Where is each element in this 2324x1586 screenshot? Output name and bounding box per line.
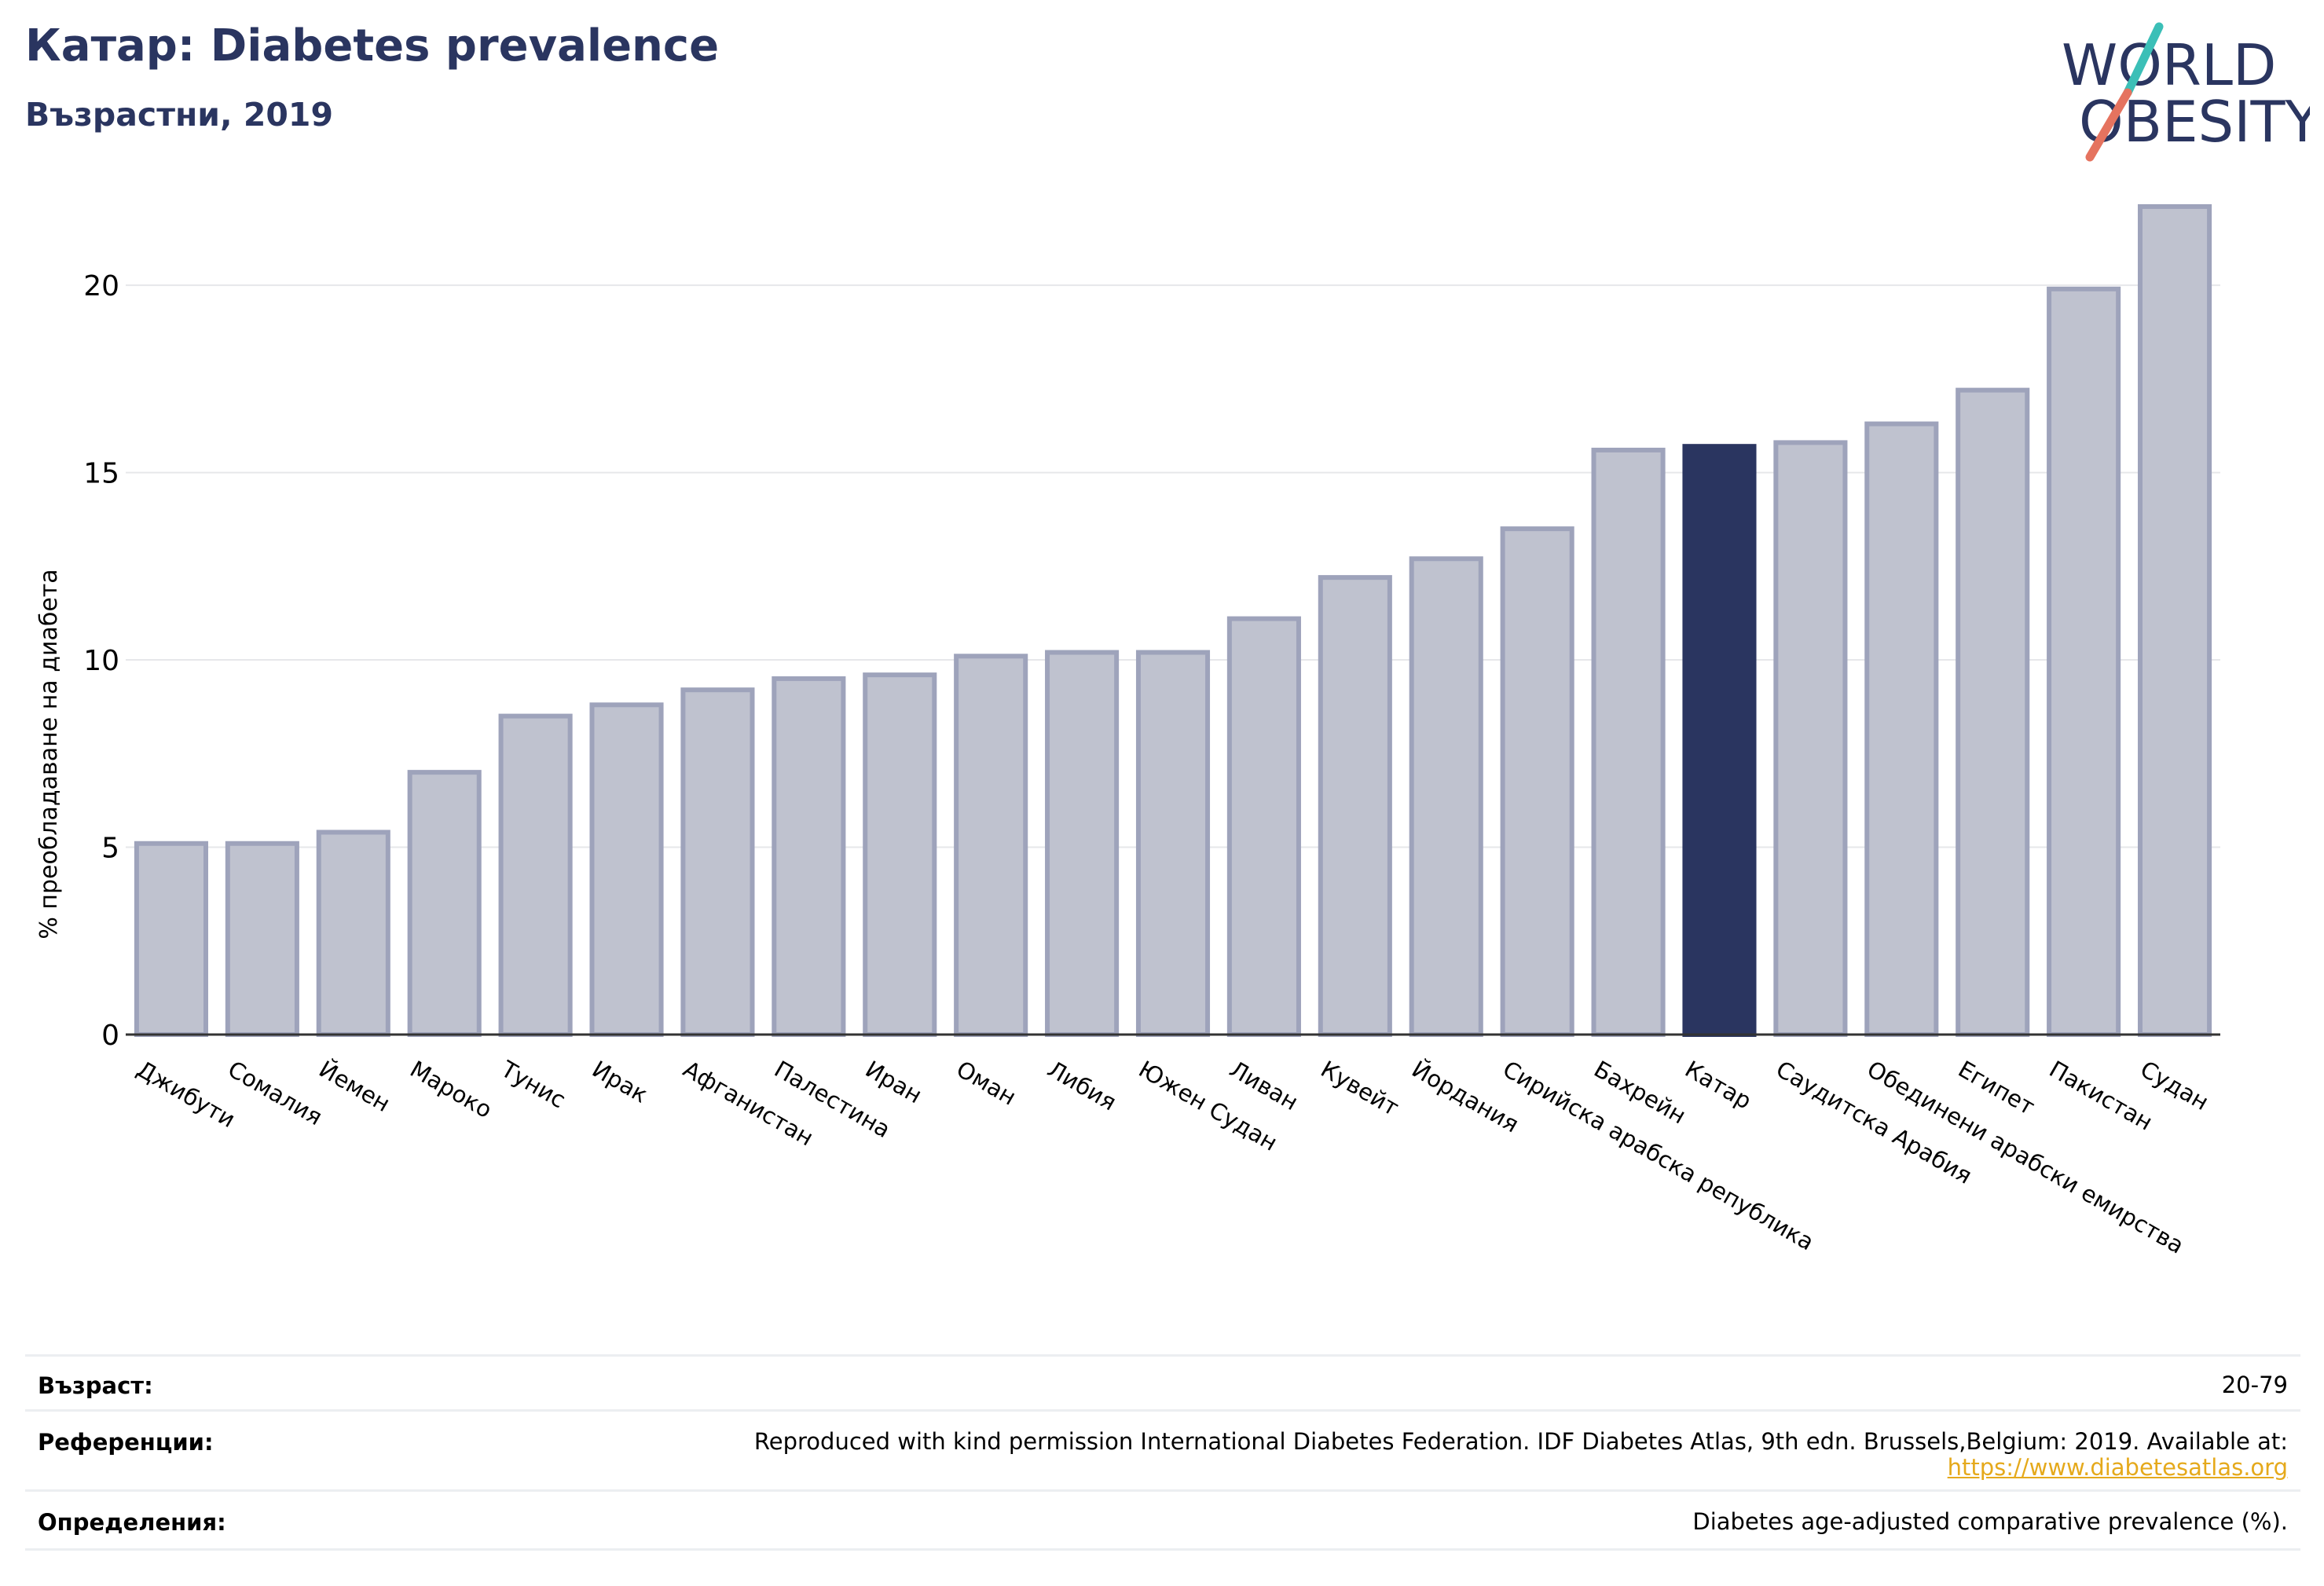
chart-subtitle: Възрастни, 2019 <box>25 96 333 134</box>
x-tick-label: Кувейт <box>1316 1056 1403 1122</box>
bar <box>1956 387 2030 1038</box>
bar <box>954 654 1028 1037</box>
y-tick-label: 20 <box>83 270 119 302</box>
x-tick-label: Ирак <box>588 1056 652 1108</box>
bar <box>589 702 664 1037</box>
bar <box>498 713 573 1038</box>
bars <box>134 203 2212 1038</box>
x-tick-label: Сирийска арабска република <box>1498 1056 1818 1256</box>
x-tick-label: Либия <box>1043 1056 1121 1116</box>
references-value: Reproduced with kind permission Internat… <box>754 1429 2288 1481</box>
bar <box>134 841 209 1038</box>
x-tick-label: Сомалия <box>223 1056 327 1131</box>
definitions-value: Diabetes age-adjusted comparative preval… <box>1692 1508 2288 1535</box>
bar <box>407 770 482 1037</box>
bar-highlight <box>1682 444 1757 1037</box>
logo-line-world: WORLD <box>2062 32 2276 98</box>
world-obesity-logo: WORLD OBESITY <box>2062 22 2310 162</box>
footer-row-references: Референции: Reproduced with kind permiss… <box>25 1409 2300 1492</box>
bar <box>1318 575 1392 1037</box>
definitions-label: Определения: <box>38 1509 226 1536</box>
bar <box>2137 203 2212 1037</box>
y-axis-label: % преобладаване на диабета <box>35 569 63 939</box>
bar <box>1500 526 1574 1037</box>
x-tick-label: Катар <box>1681 1056 1756 1115</box>
bar <box>1864 421 1939 1037</box>
y-tick-label: 0 <box>101 1020 119 1052</box>
footer-row-age: Възраст: 20-79 <box>25 1354 2300 1412</box>
logo-slash-teal-icon <box>2123 22 2164 97</box>
bar <box>863 672 937 1038</box>
x-tick-label: Тунис <box>496 1055 570 1113</box>
bar <box>316 830 390 1037</box>
bar <box>1591 447 1666 1037</box>
y-tick-labels: 0 5 10 15 20 <box>83 270 119 1052</box>
bar <box>1135 650 1211 1037</box>
x-tick-label: Джибути <box>132 1056 240 1134</box>
y-tick-label: 5 <box>101 833 119 865</box>
references-text: Reproduced with kind permission Internat… <box>753 1428 2288 1455</box>
bar <box>772 676 846 1037</box>
bar <box>1409 556 1483 1037</box>
bar <box>1045 650 1120 1037</box>
age-value: 20-79 <box>2221 1372 2288 1398</box>
footer-row-definitions: Определения: Diabetes age-adjusted compa… <box>25 1489 2300 1551</box>
bar <box>2047 286 2121 1038</box>
age-label: Възраст: <box>38 1372 153 1399</box>
x-tick-label: Мароко <box>405 1056 497 1124</box>
x-tick-label: Оман <box>952 1056 1021 1111</box>
bar <box>1226 616 1301 1037</box>
y-tick-label: 15 <box>83 458 119 490</box>
logo-slash-coral-icon <box>2085 88 2132 162</box>
chart-title: Катар: Diabetes prevalence <box>25 20 720 71</box>
references-link[interactable]: https://www.diabetesatlas.org <box>1947 1454 2288 1481</box>
bar <box>1773 440 1848 1037</box>
bar <box>680 687 755 1037</box>
references-label: Референции: <box>38 1429 214 1456</box>
x-tick-label: Пакистан <box>2045 1056 2157 1136</box>
x-tick-label: Иран <box>861 1056 927 1109</box>
logo-line-obesity: OBESITY <box>2079 89 2310 155</box>
bar <box>225 841 299 1038</box>
y-tick-label: 10 <box>83 645 119 677</box>
